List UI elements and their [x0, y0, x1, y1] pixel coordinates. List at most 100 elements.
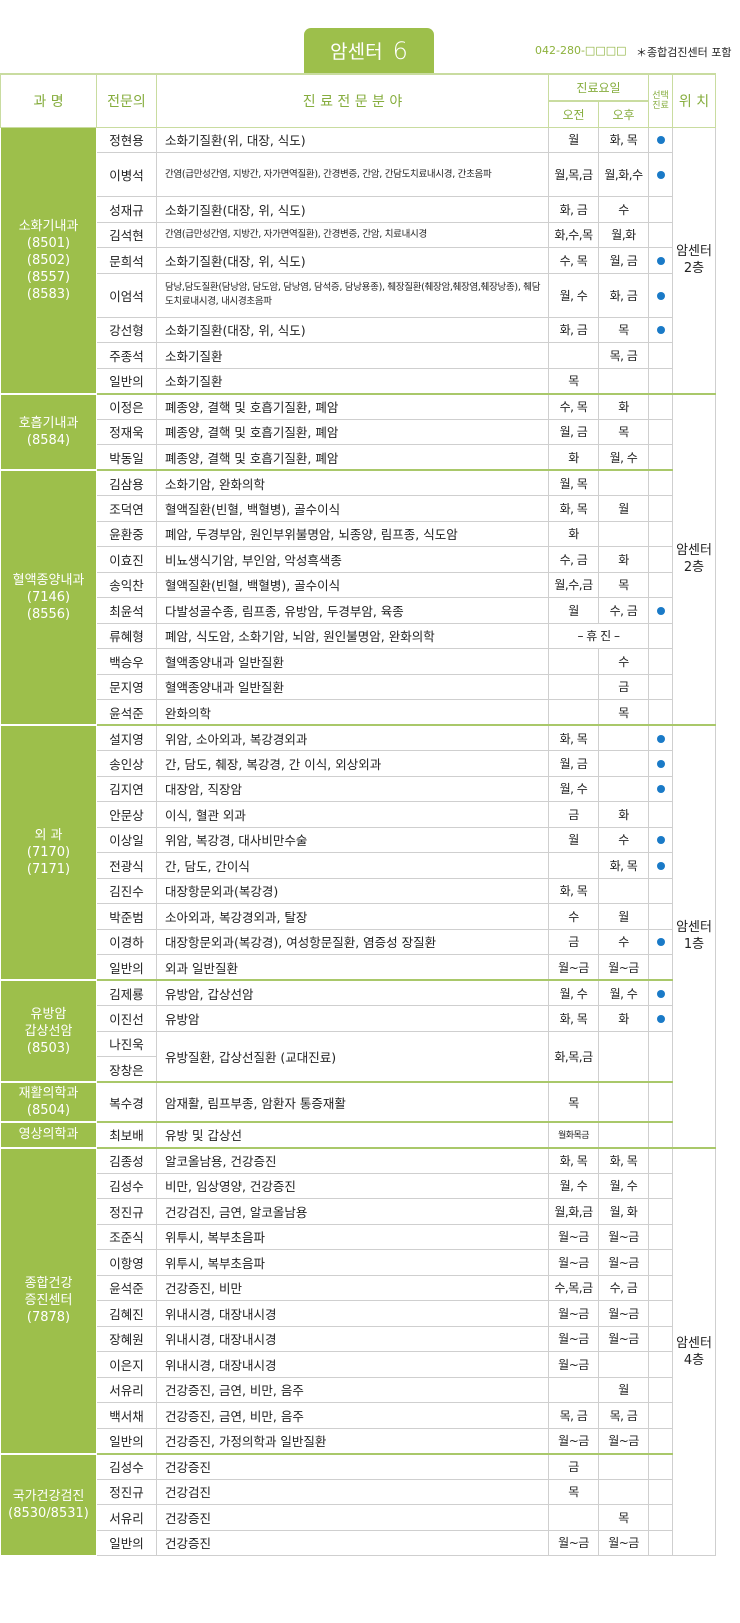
am-days: 화: [548, 520, 599, 547]
select-cell: [648, 247, 674, 274]
table-row: 백승우 혈액종양내과 일반질환 수: [1, 648, 716, 675]
pm-days: 수: [597, 648, 650, 675]
select-dot-icon: [656, 989, 665, 998]
specialty: 소화기질환(대장, 위, 식도): [156, 247, 549, 274]
am-days: 월: [548, 826, 599, 853]
am-days: 화, 금: [548, 196, 599, 223]
specialty: 알코올남용, 건강증진: [156, 1146, 549, 1174]
am-days: 수, 목: [548, 247, 599, 274]
doctor-name: 복수경: [96, 1081, 157, 1123]
doctor-name: 이은지: [96, 1351, 157, 1378]
col-select: 선택진료: [648, 73, 674, 128]
table-row: 송인상 간, 담도, 췌장, 복강경, 간 이식, 외상외과 월, 금: [1, 750, 716, 777]
specialty: 소화기질환: [156, 367, 549, 394]
table-row: 장혜원 위내시경, 대장내시경 월~금 월~금: [1, 1325, 716, 1352]
pm-days: [597, 1452, 650, 1480]
pm-days: 화, 금: [597, 272, 650, 318]
pm-days: [597, 877, 650, 904]
select-cell: [648, 673, 674, 700]
pm-days: 화: [597, 392, 650, 420]
specialty: 간염(급만성간염, 지방간, 자가면역질환), 간경변증, 간암, 간담도치료내…: [156, 152, 549, 197]
select-cell: [648, 1351, 674, 1378]
dept-name: 재활의학과 (8504): [0, 1081, 97, 1123]
select-dot-icon: [656, 171, 665, 179]
am-days: 화, 목: [548, 495, 599, 522]
pm-days: 목: [597, 1504, 650, 1531]
specialty: 암재활, 림프부종, 암환자 통증재활: [156, 1081, 549, 1123]
am-days: 화, 금: [548, 316, 599, 343]
pm-days: 월,화,수: [597, 152, 650, 197]
pm-days: 월~금: [597, 1529, 650, 1556]
pm-days: 월, 수: [597, 444, 650, 471]
specialty: 건강증진: [156, 1504, 549, 1531]
specialty: 대장항문외과(복강경), 여성항문질환, 염증성 장질환: [156, 928, 549, 955]
specialty: 위내시경, 대장내시경: [156, 1325, 549, 1352]
pm-days: [597, 1121, 650, 1148]
dept-name: 영상의학과: [0, 1121, 97, 1149]
am-days: 화,목,금: [548, 1030, 599, 1083]
dept-label: 외 과 (7170) (7171): [26, 828, 71, 877]
specialty: 건강증진, 금연, 비만, 음주: [156, 1376, 549, 1403]
doctor-name: 송익찬: [96, 571, 157, 598]
am-days: [548, 342, 599, 369]
section-tab: 암센터 6: [304, 28, 434, 73]
doctor-name: 강선형: [96, 316, 157, 343]
am-days: 월: [548, 126, 599, 153]
specialty: 비만, 임상영양, 건강증진: [156, 1172, 549, 1199]
specialty: 소화기질환(위, 대장, 식도): [156, 126, 549, 153]
specialty: 건강증진: [156, 1452, 549, 1480]
location-label: 암센터 1층: [676, 920, 712, 953]
dept-name: 호흡기내과 (8584): [0, 392, 97, 471]
doctor-name: 문희석: [96, 247, 157, 274]
table-row: 최윤석 다발성골수종, 림프종, 유방암, 두경부암, 육종 월 수, 금: [1, 597, 716, 624]
am-days: 금: [548, 928, 599, 955]
specialty: 혈액질환(빈혈, 백혈병), 골수이식: [156, 571, 549, 598]
table-row: 소화기내과 (8501) (8502) (8557) (8583) 정현용 소화기질…: [0, 126, 717, 395]
table-row: 이경하 대장항문외과(복강경), 여성항문질환, 염증성 장질환 금 수: [1, 928, 716, 955]
am-days: 목: [548, 367, 599, 394]
specialty: 혈액종양내과 일반질환: [156, 673, 549, 700]
specialty: 폐암, 식도암, 소화기암, 뇌암, 원인불명암, 완화의학: [156, 622, 549, 649]
pm-days: 화, 목: [597, 1146, 650, 1174]
pm-days: 월, 수: [597, 979, 650, 1006]
select-cell: [648, 1172, 674, 1199]
am-days: [548, 852, 599, 879]
col-dept: 과 명: [0, 73, 97, 128]
select-cell: [648, 196, 674, 223]
pm-days: 월~금: [597, 1300, 650, 1327]
select-cell: [648, 801, 674, 828]
pm-days: 수: [597, 826, 650, 853]
am-days: 목: [548, 1478, 599, 1505]
specialty: 간, 담도, 간이식: [156, 852, 549, 879]
table-row: 종합건강 증진센터 (7878) 김종성 알코올남용, 건강증진 화, 목 화, 목 암센…: [0, 1146, 717, 1556]
table-row: 이상일 위암, 복강경, 대사비만수술 월 수: [1, 826, 716, 853]
am-days: 월,목,금: [548, 152, 599, 197]
am-days: 수: [548, 903, 599, 930]
specialty: 폐종양, 결핵 및 호흡기질환, 폐암: [156, 418, 549, 445]
specialty: 소화기질환(대장, 위, 식도): [156, 316, 549, 343]
specialty: 간, 담도, 췌장, 복강경, 간 이식, 외상외과: [156, 750, 549, 777]
table-row: 일반의 외과 일반질환 월~금 월~금: [1, 954, 716, 981]
specialty: 혈액종양내과 일반질환: [156, 648, 549, 675]
select-dot-icon: [656, 759, 665, 768]
doctor-name: 윤석준: [96, 699, 157, 726]
pm-days: 목, 금: [597, 342, 650, 369]
specialty: 다발성골수종, 림프종, 유방암, 두경부암, 육종: [156, 597, 549, 624]
table-row: 조준식 위투시, 복부초음파 월~금 월~금: [1, 1223, 716, 1250]
table-row: 김혜진 위내시경, 대장내시경 월~금 월~금: [1, 1300, 716, 1327]
select-cell: [648, 1274, 674, 1301]
phone-number: 042-280-□□□□: [535, 44, 627, 57]
dept-label: 국가건강검진 (8530/8531): [8, 1488, 89, 1521]
schedule-table: 과 명 전문의 진 료 전 문 분 야 진료요일 선택진료 위 치 오전 오후 …: [0, 73, 717, 1557]
col-pm: 오후: [597, 100, 650, 128]
select-dot-icon: [656, 256, 665, 265]
am-days: 월,화,금: [548, 1198, 599, 1225]
doctor-name: 일반의: [96, 367, 157, 394]
table-row: 주종석 소화기질환 목, 금: [1, 342, 716, 369]
doctor-name: 최윤석: [96, 597, 157, 624]
specialty: 위암, 소아외과, 복강경외과: [156, 724, 549, 751]
